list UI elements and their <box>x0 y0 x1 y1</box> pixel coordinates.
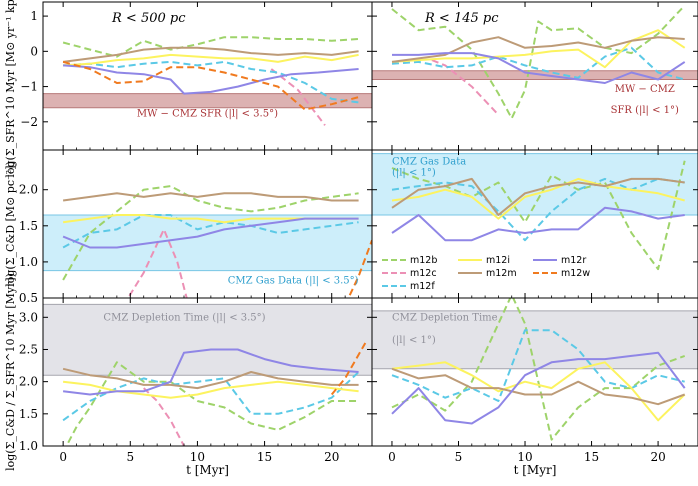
legend-label-m12c: m12c <box>410 268 437 279</box>
x-tick-label: 20 <box>324 450 339 464</box>
band-label: CMZ Depletion Time (|l| < 3.5°) <box>103 313 265 324</box>
series-line-m12c <box>143 387 185 446</box>
x-tick-label: 0 <box>59 450 67 464</box>
x-tick-label: 20 <box>650 450 665 464</box>
y-tick-label: 0 <box>30 44 38 58</box>
series-line-m12w <box>62 60 359 111</box>
legend-label-m12w: m12w <box>561 268 590 279</box>
y-axis-label: log(Σ_SFR^10 Myr [M⊙ yr⁻¹ kpc⁻²]) <box>4 0 17 178</box>
series-line-m12w <box>330 342 367 396</box>
reference-band <box>372 310 698 369</box>
reference-band <box>372 70 698 80</box>
series-line-m12m <box>62 192 359 202</box>
y-tick-label: 2.0 <box>19 183 38 197</box>
y-axis-label: log(Σ_C&D / Σ_SFR^10 Myr [Myr]) <box>4 273 17 471</box>
y-tick-label: −2 <box>20 115 38 129</box>
x-tick-label: 15 <box>257 450 272 464</box>
band-label: CMZ Depletion Time <box>392 313 498 324</box>
series-line-m12i <box>63 53 359 67</box>
axes-frame <box>42 1 373 151</box>
y-tick-label: 1.5 <box>19 219 38 233</box>
series-line-m12f <box>391 177 685 242</box>
x-tick-label: 10 <box>190 450 205 464</box>
y-tick-label: 3.0 <box>19 310 38 324</box>
series-line-m12m <box>391 36 685 63</box>
band-label-line2: (|l| < 1°) <box>392 167 436 178</box>
series-line-m12f <box>62 371 360 422</box>
series-line-m12r <box>391 351 686 425</box>
reference-band <box>43 214 372 271</box>
series-line-m12b <box>391 160 686 271</box>
series-line-m12m <box>391 177 685 216</box>
band-label: MW − CMZ <box>615 84 675 95</box>
x-tick-label: 0 <box>388 450 396 464</box>
x-axis-label: t [Myr] <box>186 463 229 477</box>
y-tick-label: 1.0 <box>19 439 38 453</box>
band-label: CMZ Gas Data (|l| < 3.5°) <box>228 276 359 287</box>
panel-r2-c1: CMZ Depletion Time (|l| < 1°) 0 5 10 15 20 <box>371 297 698 464</box>
reference-band <box>43 304 372 376</box>
series-line-m12r <box>391 206 685 242</box>
series-line-m12r <box>392 52 686 84</box>
legend-label-m12f: m12f <box>410 281 435 292</box>
series-line-m12r <box>62 348 359 396</box>
band-label: CMZ Gas Data <box>392 156 466 167</box>
series-line-m12b <box>391 298 686 441</box>
series-line-m12i <box>391 361 686 422</box>
y-tick-label: 1.5 <box>19 407 38 421</box>
series-line-m12w <box>347 239 372 298</box>
y-tick-label: 1 <box>30 9 38 23</box>
series-line-m12f <box>63 60 359 104</box>
band-label: MW − CMZ SFR (|l| < 3.5°) <box>137 109 278 120</box>
series-line-m12c <box>126 228 188 298</box>
y-tick-label: 2.5 <box>19 342 38 356</box>
x-tick-label: 5 <box>455 450 463 464</box>
x-axis-label: t [Myr] <box>514 463 557 477</box>
series-line-m12c <box>431 59 500 116</box>
series-line-m12i <box>391 177 685 220</box>
legend-label-m12i: m12i <box>486 255 510 266</box>
legend-label-m12b: m12b <box>410 255 437 266</box>
series-line-m12i <box>62 380 359 399</box>
reference-band <box>43 93 372 108</box>
y-axis-label: log(Σ_C&D [M⊙ pc⁻²]) <box>4 161 17 287</box>
series-line-m12f <box>62 214 359 249</box>
panel-r1-c1: CMZ Gas Data(|l| < 1°)m12bm12cm12fm12im1… <box>371 149 698 299</box>
panel-r0-c0: MW − CMZ SFR (|l| < 3.5°) R < 500 pc −2 −1 0… <box>20 1 373 151</box>
panel-r2-c0: CMZ Depletion Time (|l| < 3.5°) 0 5 10 15 20 1… <box>19 297 373 464</box>
y-tick-label: 2.0 <box>19 375 38 389</box>
legend-label-m12r: m12r <box>561 255 586 266</box>
x-tick-label: 10 <box>517 450 532 464</box>
x-tick-label: 5 <box>126 450 134 464</box>
legend-label-m12m: m12m <box>486 268 517 279</box>
band-label-line2: SFR (|l| < 1°) <box>611 105 679 116</box>
series-line-m12i <box>391 29 686 69</box>
axes-frame <box>371 297 698 447</box>
series-line-m12f <box>391 46 685 81</box>
series-line-m12m <box>391 367 686 406</box>
series-line-m12b <box>391 4 686 120</box>
panel-r0-c1: MW − CMZ SFR (|l| < 1°) R < 145 pc <box>371 1 698 151</box>
y-tick-label: 0.5 <box>19 291 38 305</box>
series-line-m12m <box>62 46 359 63</box>
series-line-m12r <box>62 217 359 249</box>
x-tick-label: 15 <box>584 450 599 464</box>
panel-title: R < 145 pc <box>424 11 499 26</box>
panel-title: R < 500 pc <box>111 11 186 26</box>
y-tick-label: −1 <box>20 80 38 94</box>
series-line-m12f <box>391 329 685 402</box>
series-line-m12r <box>63 64 359 95</box>
panel-r1-c0: CMZ Gas Data (|l| < 3.5°) 0.5 1.0 1.5 2.0 <box>19 149 373 305</box>
band-label-line2: (|l| < 1°) <box>392 335 436 346</box>
series-line-m12m <box>62 367 359 390</box>
series-line-m12b <box>65 361 359 446</box>
y-tick-label: 1.0 <box>19 255 38 269</box>
legend: m12b m12c m12f m12i m12m m12r m12w <box>382 255 590 292</box>
